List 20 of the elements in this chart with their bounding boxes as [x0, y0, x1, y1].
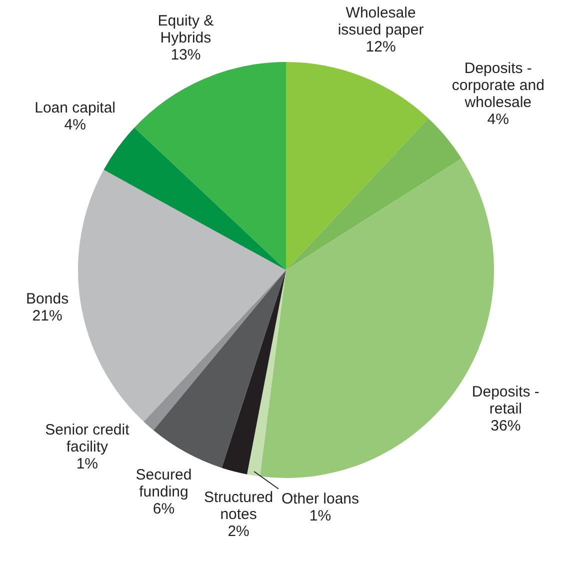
data-label: 1%	[309, 508, 332, 525]
data-label: 4%	[64, 116, 86, 134]
slice-label: Wholesale issued paper	[338, 4, 424, 39]
slice-label: Loan capital	[34, 99, 116, 116]
slice-label: Secured funding	[136, 466, 192, 501]
slice-label: Deposits - retail	[472, 384, 540, 418]
data-label: 36%	[490, 418, 521, 435]
data-label: 21%	[32, 307, 62, 324]
slice-label: Bonds	[26, 290, 69, 308]
slice-label: Deposits - corporate and wholesale	[452, 60, 544, 112]
data-label: 4%	[487, 111, 509, 128]
slice-label: Senior credit facility	[45, 421, 130, 456]
data-label: 13%	[170, 46, 201, 64]
data-label: 6%	[152, 500, 175, 518]
data-label: 2%	[228, 523, 250, 540]
slice-label: Structured notes	[204, 489, 274, 524]
slice-label: Other loans	[281, 490, 360, 508]
slice-label: Equity & Hybrids	[158, 12, 214, 46]
data-label: 12%	[366, 38, 396, 56]
data-label: 1%	[76, 455, 98, 472]
